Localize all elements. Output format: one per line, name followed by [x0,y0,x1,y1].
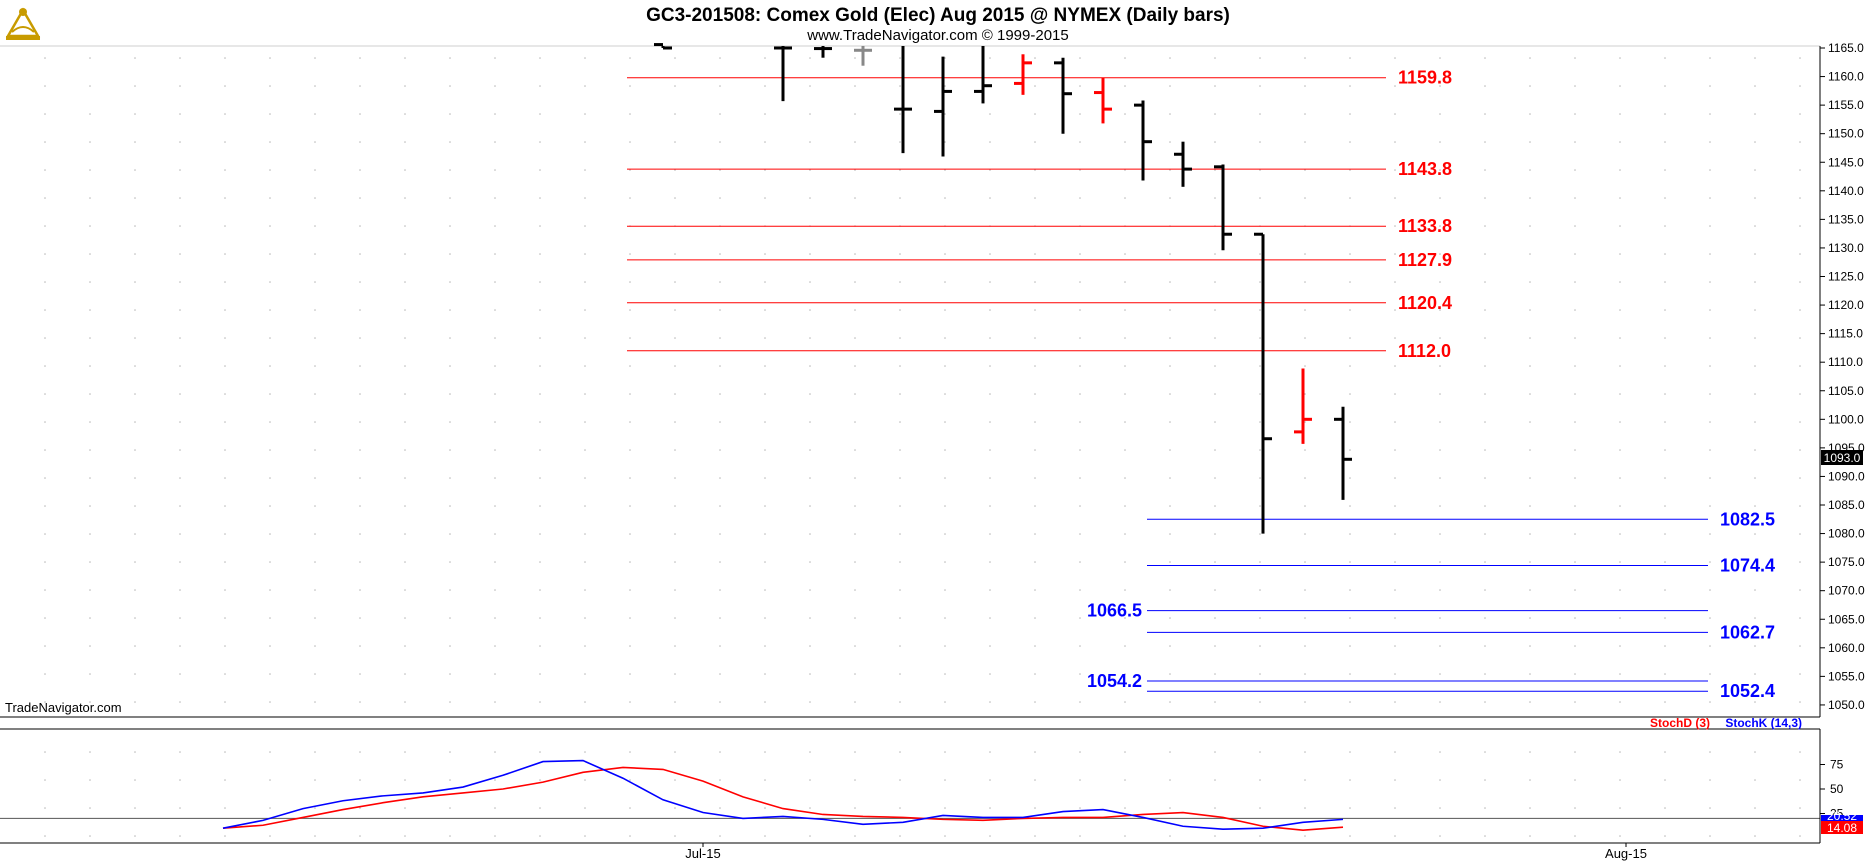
price-tick-label: 1140.0 [1828,184,1864,198]
price-grid [44,57,1801,703]
ohlc-bar [1334,406,1352,500]
stochastic-pane: StochD (3) StochK (14,3) [0,716,1820,844]
ohlc-bar [814,46,832,58]
price-tick-label: 1055.0 [1828,669,1865,683]
ohlc-bar [1134,100,1152,181]
price-tick-label: 1090.0 [1828,469,1865,483]
price-tick-label: 1080.0 [1828,527,1865,541]
watermark-text: TradeNavigator.com [5,700,122,715]
ohlc-bar [1014,54,1032,95]
support-label: 1054.2 [1087,671,1142,691]
chart-subtitle: www.TradeNavigator.com © 1999-2015 [806,27,1068,44]
legend-stoch-k: StochK (14,3) [1725,716,1802,730]
ohlc-bar [1294,368,1312,444]
xtick-aug-15: Aug-15 [1605,846,1647,861]
stochastic-tick-label: 50 [1830,782,1844,796]
price-tick-label: 1110.0 [1828,355,1863,369]
logo-icon [2,2,44,42]
last-price-label: 1093.0 [1824,451,1861,465]
price-tick-label: 1150.0 [1828,127,1864,141]
resistance-label: 1143.8 [1398,159,1452,179]
ohlc-bar [1174,141,1192,187]
price-tick-label: 1070.0 [1828,584,1865,598]
stochastic-grid [44,751,1801,837]
resistance-lines: 1159.8 1143.8 1133.8 1127.9 1120.4 1112.0 [627,68,1452,361]
xtick-jul-15: Jul-15 [685,846,720,861]
resistance-label: 1133.8 [1398,216,1452,236]
price-pane: 1159.8 1143.8 1133.8 1127.9 1120.4 1112.0 108… [0,43,1820,718]
stoch-k-value: 20.52 [1827,809,1857,823]
price-tick-label: 1105.0 [1828,384,1864,398]
price-tick-label: 1065.0 [1828,612,1865,626]
ohlc-bar [1094,77,1112,124]
price-tick-label: 1060.0 [1828,641,1865,655]
ohlc-bar [774,46,792,102]
time-axis: Jul-15 Aug-15 [685,843,1647,861]
stoch-d-line [222,766,1344,831]
support-label: 1066.5 [1087,601,1142,621]
price-axis: 1165.0 1160.0 1155.0 1150.0 1145.0 1140.0 1135… [1819,41,1865,717]
price-tick-label: 1120.0 [1828,298,1864,312]
support-label: 1074.4 [1720,556,1775,576]
resistance-label: 1127.9 [1398,250,1452,270]
stoch-d-tag [1821,821,1863,834]
price-tick-label: 1165.0 [1828,41,1864,55]
price-tick-label: 1075.0 [1828,555,1865,569]
price-tick-label: 1155.0 [1828,98,1864,112]
legend-stoch-d: StochD (3) [1650,716,1710,730]
stoch-d-value: 14.08 [1827,821,1857,835]
ohlc-bar [974,46,992,104]
resistance-label: 1112.0 [1398,341,1451,361]
ohlc-bar [1214,164,1232,251]
price-tick-label: 1145.0 [1828,155,1864,169]
stochastic-tick-label: 75 [1830,758,1844,772]
ohlc-bar [894,46,912,154]
ohlc-bar [854,46,872,66]
price-tick-label: 1100.0 [1828,412,1864,426]
price-tick-label: 1115.0 [1828,327,1863,341]
support-label: 1052.4 [1720,681,1775,701]
chart-title: GC3-201508: Comex Gold (Elec) Aug 2015 @… [646,5,1230,26]
ohlc-bar [1054,57,1072,134]
support-label: 1082.5 [1720,509,1775,529]
last-price-tag [1821,450,1863,465]
ohlc-bar [654,43,672,50]
support-label: 1062.7 [1720,622,1775,642]
ohlc-bars [654,43,1352,534]
price-tick-label: 1085.0 [1828,498,1865,512]
header-bar [0,0,1876,46]
price-tick-label: 1130.0 [1828,241,1864,255]
price-tick-label: 1050.0 [1828,698,1865,712]
ohlc-bar [934,56,952,157]
price-tick-label: 1160.0 [1828,70,1864,84]
price-tick-label: 1125.0 [1828,270,1864,284]
stochastic-lines [222,759,1344,831]
support-lines: 1082.5 1074.4 1062.7 1052.4 1066.5 1054.2 [1087,509,1775,701]
resistance-label: 1159.8 [1398,68,1452,88]
stoch-k-tag [1821,815,1863,821]
price-tick-label: 1135.0 [1828,212,1864,226]
ohlc-bar [1254,232,1272,534]
resistance-label: 1120.4 [1398,293,1452,313]
stoch-k-line [222,759,1344,830]
